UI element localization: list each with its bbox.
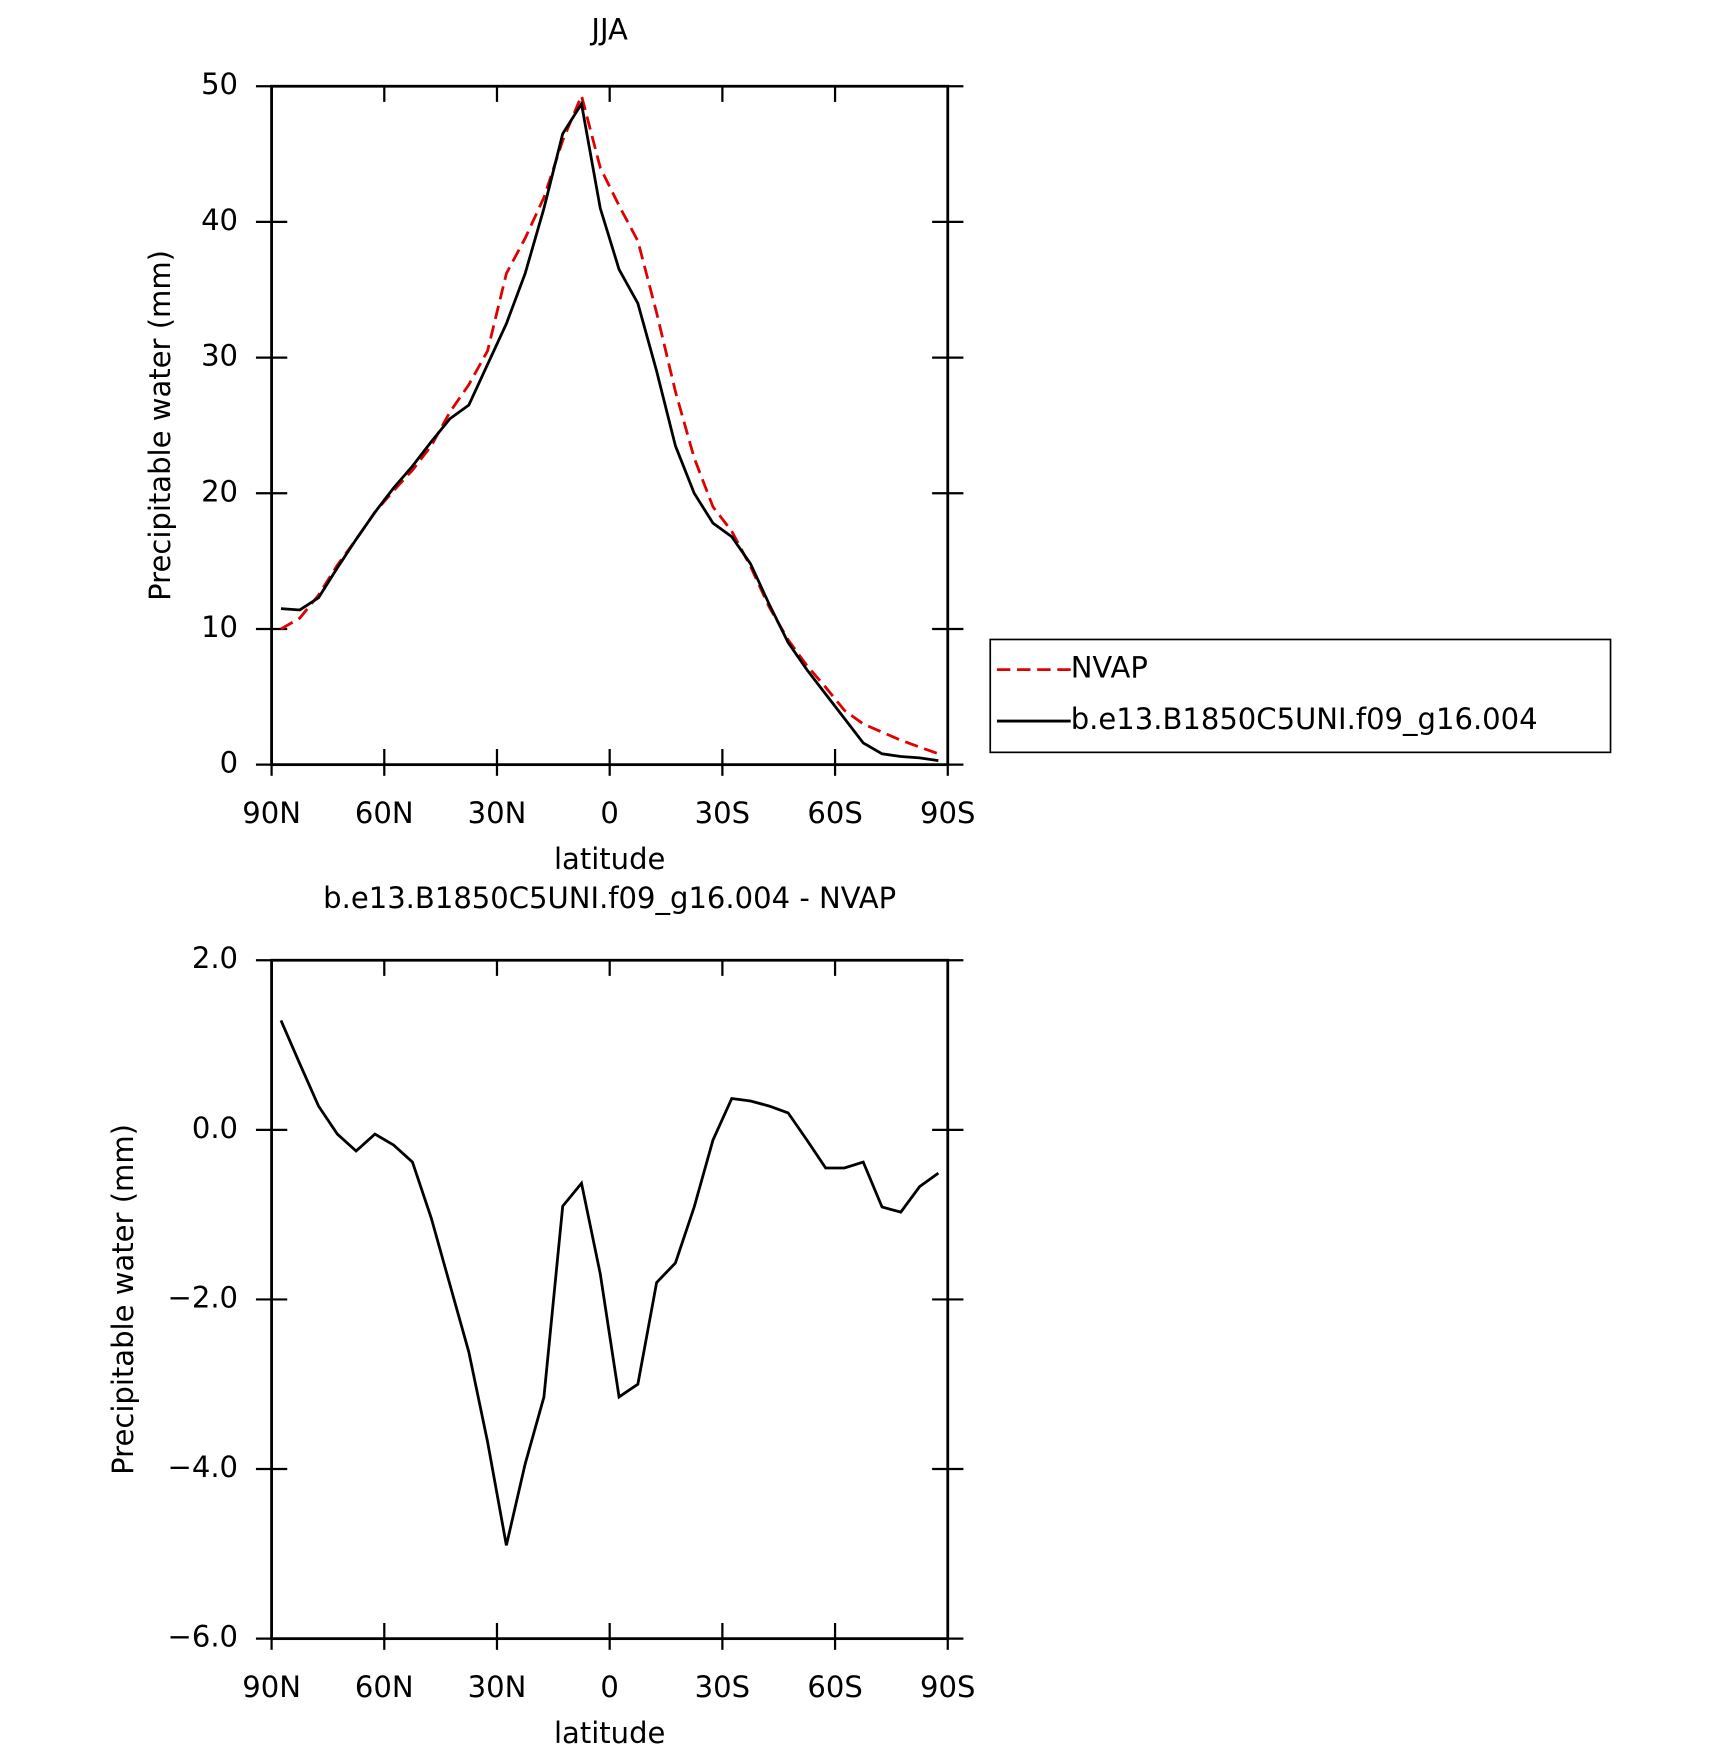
data-line (280, 91, 939, 756)
x-tick-label: 90N (242, 796, 301, 830)
legend-label: b.e13.B1850C5UNI.f09_g16.004 (1071, 702, 1538, 736)
y-tick-label: 40 (201, 203, 238, 237)
x-tick-label: 30N (468, 1670, 527, 1704)
data-line (279, 1019, 940, 1546)
y-tick-label: −2.0 (168, 1280, 239, 1314)
y-tick-label: 30 (201, 339, 238, 373)
x-tick-label: 60S (807, 796, 862, 830)
x-tick-label: 0 (600, 796, 618, 830)
chart-title: JJA (589, 12, 628, 46)
chart-title: b.e13.B1850C5UNI.f09_g16.004 - NVAP (323, 881, 896, 915)
y-tick-label: 20 (201, 474, 238, 508)
x-tick-label: 90S (920, 1670, 975, 1704)
x-tick-label: 0 (600, 1670, 618, 1704)
y-tick-label: −6.0 (168, 1620, 239, 1654)
plot-frame (270, 958, 950, 1641)
x-tick-label: 90S (920, 796, 975, 830)
x-tick-label: 30S (695, 1670, 750, 1704)
x-tick-label: 60N (355, 796, 414, 830)
x-tick-label: 30S (695, 796, 750, 830)
x-tick-label: 60N (355, 1670, 414, 1704)
y-axis-label: Precipitable water (mm) (106, 1124, 140, 1475)
data-line (280, 100, 939, 762)
y-tick-label: 2.0 (192, 941, 238, 975)
y-tick-label: 0.0 (192, 1111, 238, 1145)
y-tick-label: −4.0 (168, 1450, 239, 1484)
plot-frame (270, 84, 950, 767)
legend-box (989, 638, 1612, 754)
x-tick-label: 60S (807, 1670, 862, 1704)
legend-label: NVAP (1071, 651, 1148, 685)
x-tick-label: 90N (242, 1670, 301, 1704)
y-tick-label: 50 (201, 67, 238, 101)
x-axis-label: latitude (554, 842, 665, 876)
y-axis-label: Precipitable water (mm) (143, 250, 177, 601)
x-axis-label: latitude (554, 1716, 665, 1745)
y-tick-label: 10 (201, 610, 238, 644)
y-tick-label: 0 (220, 746, 238, 780)
x-tick-label: 30N (468, 796, 527, 830)
